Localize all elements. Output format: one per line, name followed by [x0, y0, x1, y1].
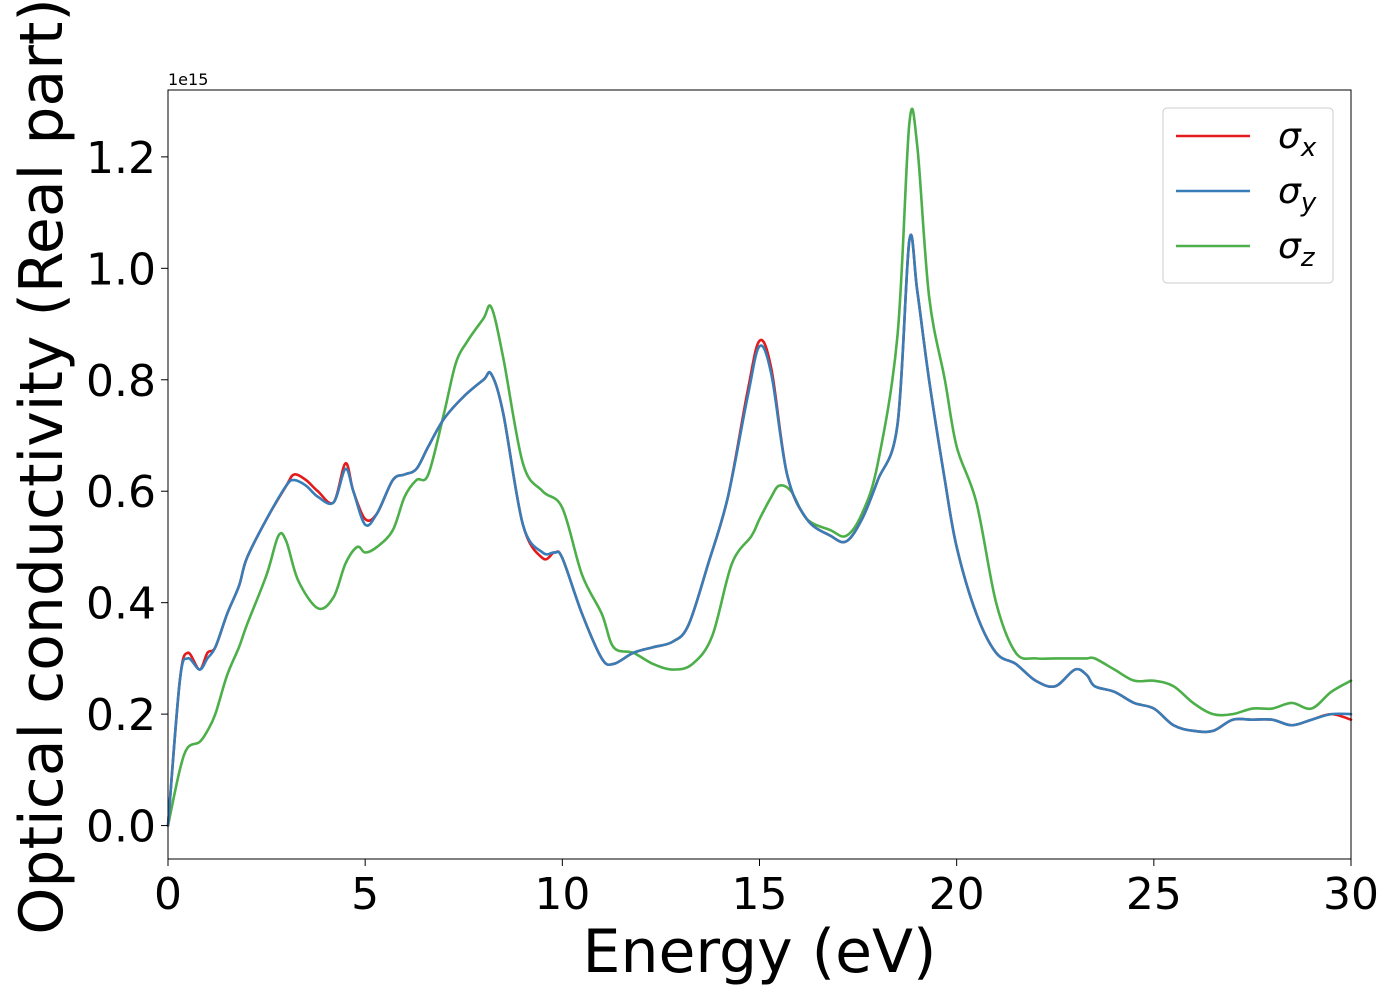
- y-offset-label: 1e15: [168, 70, 208, 89]
- y-axis-title: Optical conductivity (Real part): [7, 0, 77, 935]
- x-tick-label: 15: [732, 869, 788, 920]
- x-tick-label: 20: [929, 869, 985, 920]
- legend-label-z: σz: [1278, 226, 1316, 273]
- x-tick-label: 10: [534, 869, 590, 920]
- x-tick-label: 5: [351, 869, 379, 920]
- y-tick-label: 1.2: [86, 133, 156, 184]
- y-tick-label: 0.0: [86, 802, 156, 853]
- x-tick-label: 25: [1126, 869, 1182, 920]
- y-tick-label: 0.4: [86, 579, 156, 630]
- x-tick-label: 0: [154, 869, 182, 920]
- y-tick-label: 0.2: [86, 690, 156, 741]
- y-tick-label: 0.8: [86, 356, 156, 407]
- legend-label-x: σx: [1278, 116, 1317, 163]
- legend-box: [1162, 107, 1334, 284]
- series-line-y: [166, 233, 1353, 827]
- legend: σx σy σz: [1162, 107, 1334, 284]
- tick-layer: 0 5 10 15 20 25 30 0.0 0.2 0.4 0.6 0.8 1.0 1.2: [86, 133, 1379, 920]
- legend-label-y: σy: [1278, 171, 1317, 218]
- y-tick-label: 1.0: [86, 244, 156, 295]
- x-tick-label: 30: [1323, 869, 1379, 920]
- x-axis-title: Energy (eV): [583, 917, 937, 987]
- y-tick-label: 0.6: [86, 467, 156, 518]
- series-layer: [166, 107, 1353, 827]
- series-line-z: [166, 107, 1353, 827]
